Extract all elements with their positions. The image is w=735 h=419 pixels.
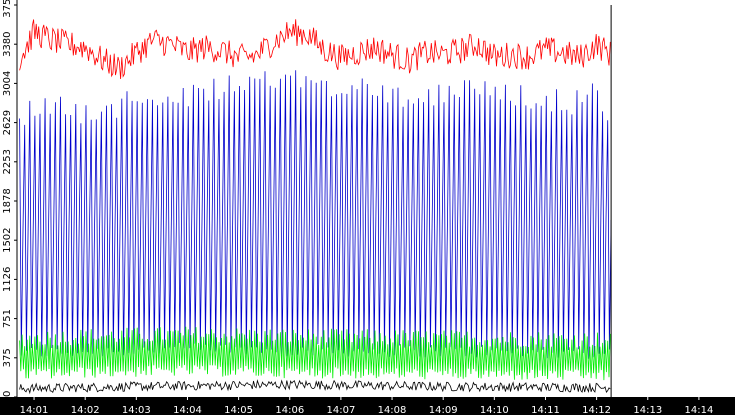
plot-area [19,5,612,397]
y-tick-label: 3004 [2,71,13,96]
x-tick-label: 14:09 [429,405,458,415]
y-tick-label: 1878 [2,188,13,213]
y-tick-label: 3380 [2,31,13,56]
x-tick-label: 14:02 [71,405,100,415]
x-tick-label: 14:08 [378,405,407,415]
y-tick-label: 1502 [2,227,13,252]
series-black-line [19,379,611,395]
series-green-line [19,326,611,381]
x-tick-label: 14:04 [173,405,202,415]
y-tick-label: 375 [2,348,13,367]
y-tick-label: 3756 [2,0,13,18]
x-axis-bar [0,397,735,415]
x-tick-label: 14:07 [326,405,355,415]
x-tick-label: 14:03 [122,405,151,415]
series-red-line [19,19,611,80]
x-tick-label: 14:13 [633,405,662,415]
y-tick-label: 2629 [2,110,13,135]
y-tick-label: 1126 [2,267,13,292]
y-tick-label: 0 [2,391,13,397]
x-tick-label: 14:06 [275,405,304,415]
x-tick-label: 14:10 [480,405,509,415]
x-tick-label: 14:12 [582,405,611,415]
x-tick-label: 14:11 [531,405,560,415]
x-tick-label: 14:14 [684,405,713,415]
series-blue-line [19,70,612,359]
x-tick-label: 14:01 [20,405,49,415]
x-tick-label: 14:05 [224,405,253,415]
y-tick-label: 2253 [2,149,13,174]
y-tick-label: 751 [2,309,13,328]
